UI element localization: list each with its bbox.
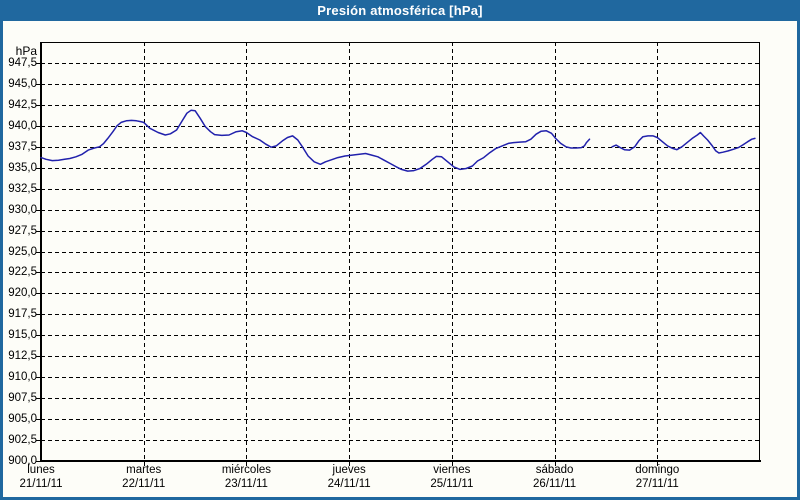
y-axis-tick-label: 900,0 bbox=[8, 455, 37, 467]
y-axis-tick-label: 907,5 bbox=[8, 392, 37, 404]
y-axis-tick-label: 915,0 bbox=[8, 329, 37, 341]
y-axis-tick-label: 935,0 bbox=[8, 162, 37, 174]
window-title: Presión atmosférica [hPa] bbox=[317, 3, 483, 18]
day-date: 22/11/11 bbox=[122, 478, 166, 490]
window-frame-bottom bbox=[0, 497, 800, 500]
day-name: domingo bbox=[635, 464, 680, 476]
day-name: viernes bbox=[433, 464, 471, 476]
day-date: 21/11/11 bbox=[19, 478, 63, 490]
y-axis-tick-label: 940,0 bbox=[8, 120, 37, 132]
x-axis-day-label: viernes 25/11/11 bbox=[397, 464, 507, 492]
day-name: miércoles bbox=[221, 464, 272, 476]
y-axis-tick-label: 947,5 bbox=[8, 57, 37, 69]
day-name: martes bbox=[126, 464, 162, 476]
x-axis-day-label: lunes 21/11/11 bbox=[0, 464, 96, 492]
pressure-series-line bbox=[40, 109, 591, 172]
day-date: 26/11/11 bbox=[533, 478, 577, 490]
y-axis-tick-label: 917,5 bbox=[8, 308, 37, 320]
y-axis-tick-label: 942,5 bbox=[8, 99, 37, 111]
day-name: lunes bbox=[27, 464, 55, 476]
x-axis-day-label: domingo 27/11/11 bbox=[602, 464, 712, 492]
x-axis-day-label: martes 22/11/11 bbox=[89, 464, 199, 492]
y-axis-tick-label: 902,5 bbox=[8, 434, 37, 446]
window-frame-left bbox=[0, 21, 3, 500]
day-date: 23/11/11 bbox=[224, 478, 268, 490]
title-bar: Presión atmosférica [hPa] bbox=[0, 0, 800, 21]
y-axis-tick-label: 925,0 bbox=[8, 246, 37, 258]
x-axis-day-label: jueves 24/11/11 bbox=[294, 464, 404, 492]
window-frame-right bbox=[797, 21, 800, 500]
x-axis-day-label: miércoles 23/11/11 bbox=[191, 464, 301, 492]
y-axis-unit-label: hPa bbox=[15, 44, 37, 58]
y-axis-tick-label: 930,0 bbox=[8, 204, 37, 216]
y-axis-tick-label: 912,5 bbox=[8, 350, 37, 362]
y-axis-tick-label: 932,5 bbox=[8, 183, 37, 195]
y-axis-tick-label: 927,5 bbox=[8, 225, 37, 237]
day-date: 27/11/11 bbox=[635, 478, 679, 490]
y-axis-tick-label: 920,0 bbox=[8, 287, 37, 299]
y-axis-tick-label: 905,0 bbox=[8, 413, 37, 425]
y-axis-tick-label: 922,5 bbox=[8, 266, 37, 278]
pressure-series-line bbox=[611, 131, 756, 154]
day-date: 24/11/11 bbox=[327, 478, 371, 490]
x-axis-day-label: sábado 26/11/11 bbox=[500, 464, 610, 492]
y-axis-tick-label: 937,5 bbox=[8, 141, 37, 153]
y-axis-tick-label: 910,0 bbox=[8, 371, 37, 383]
day-name: jueves bbox=[332, 464, 366, 476]
day-date: 25/11/11 bbox=[430, 478, 474, 490]
y-axis-tick-label: 945,0 bbox=[8, 78, 37, 90]
day-name: sábado bbox=[535, 464, 574, 476]
